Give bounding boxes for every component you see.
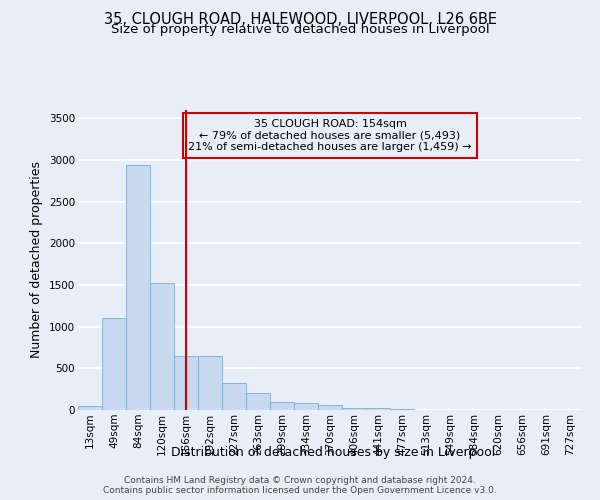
Bar	[294, 404, 318, 410]
Bar	[198, 356, 222, 410]
Text: 35, CLOUGH ROAD, HALEWOOD, LIVERPOOL, L26 6BE: 35, CLOUGH ROAD, HALEWOOD, LIVERPOOL, L2…	[104, 12, 497, 28]
Text: 35 CLOUGH ROAD: 154sqm
← 79% of detached houses are smaller (5,493)
21% of semi-: 35 CLOUGH ROAD: 154sqm ← 79% of detached…	[188, 119, 472, 152]
Bar	[270, 402, 294, 410]
Bar	[174, 356, 198, 410]
Text: Size of property relative to detached houses in Liverpool: Size of property relative to detached ho…	[110, 22, 490, 36]
Text: Distribution of detached houses by size in Liverpool: Distribution of detached houses by size …	[171, 446, 495, 459]
Text: Contains HM Land Registry data © Crown copyright and database right 2024.
Contai: Contains HM Land Registry data © Crown c…	[103, 476, 497, 495]
Bar	[318, 406, 342, 410]
Bar	[102, 318, 126, 410]
Bar	[366, 408, 390, 410]
Bar	[78, 406, 102, 410]
Bar	[342, 408, 366, 410]
Bar	[126, 165, 150, 410]
Bar	[246, 394, 270, 410]
Bar	[150, 284, 174, 410]
Y-axis label: Number of detached properties: Number of detached properties	[31, 162, 43, 358]
Bar	[222, 382, 246, 410]
